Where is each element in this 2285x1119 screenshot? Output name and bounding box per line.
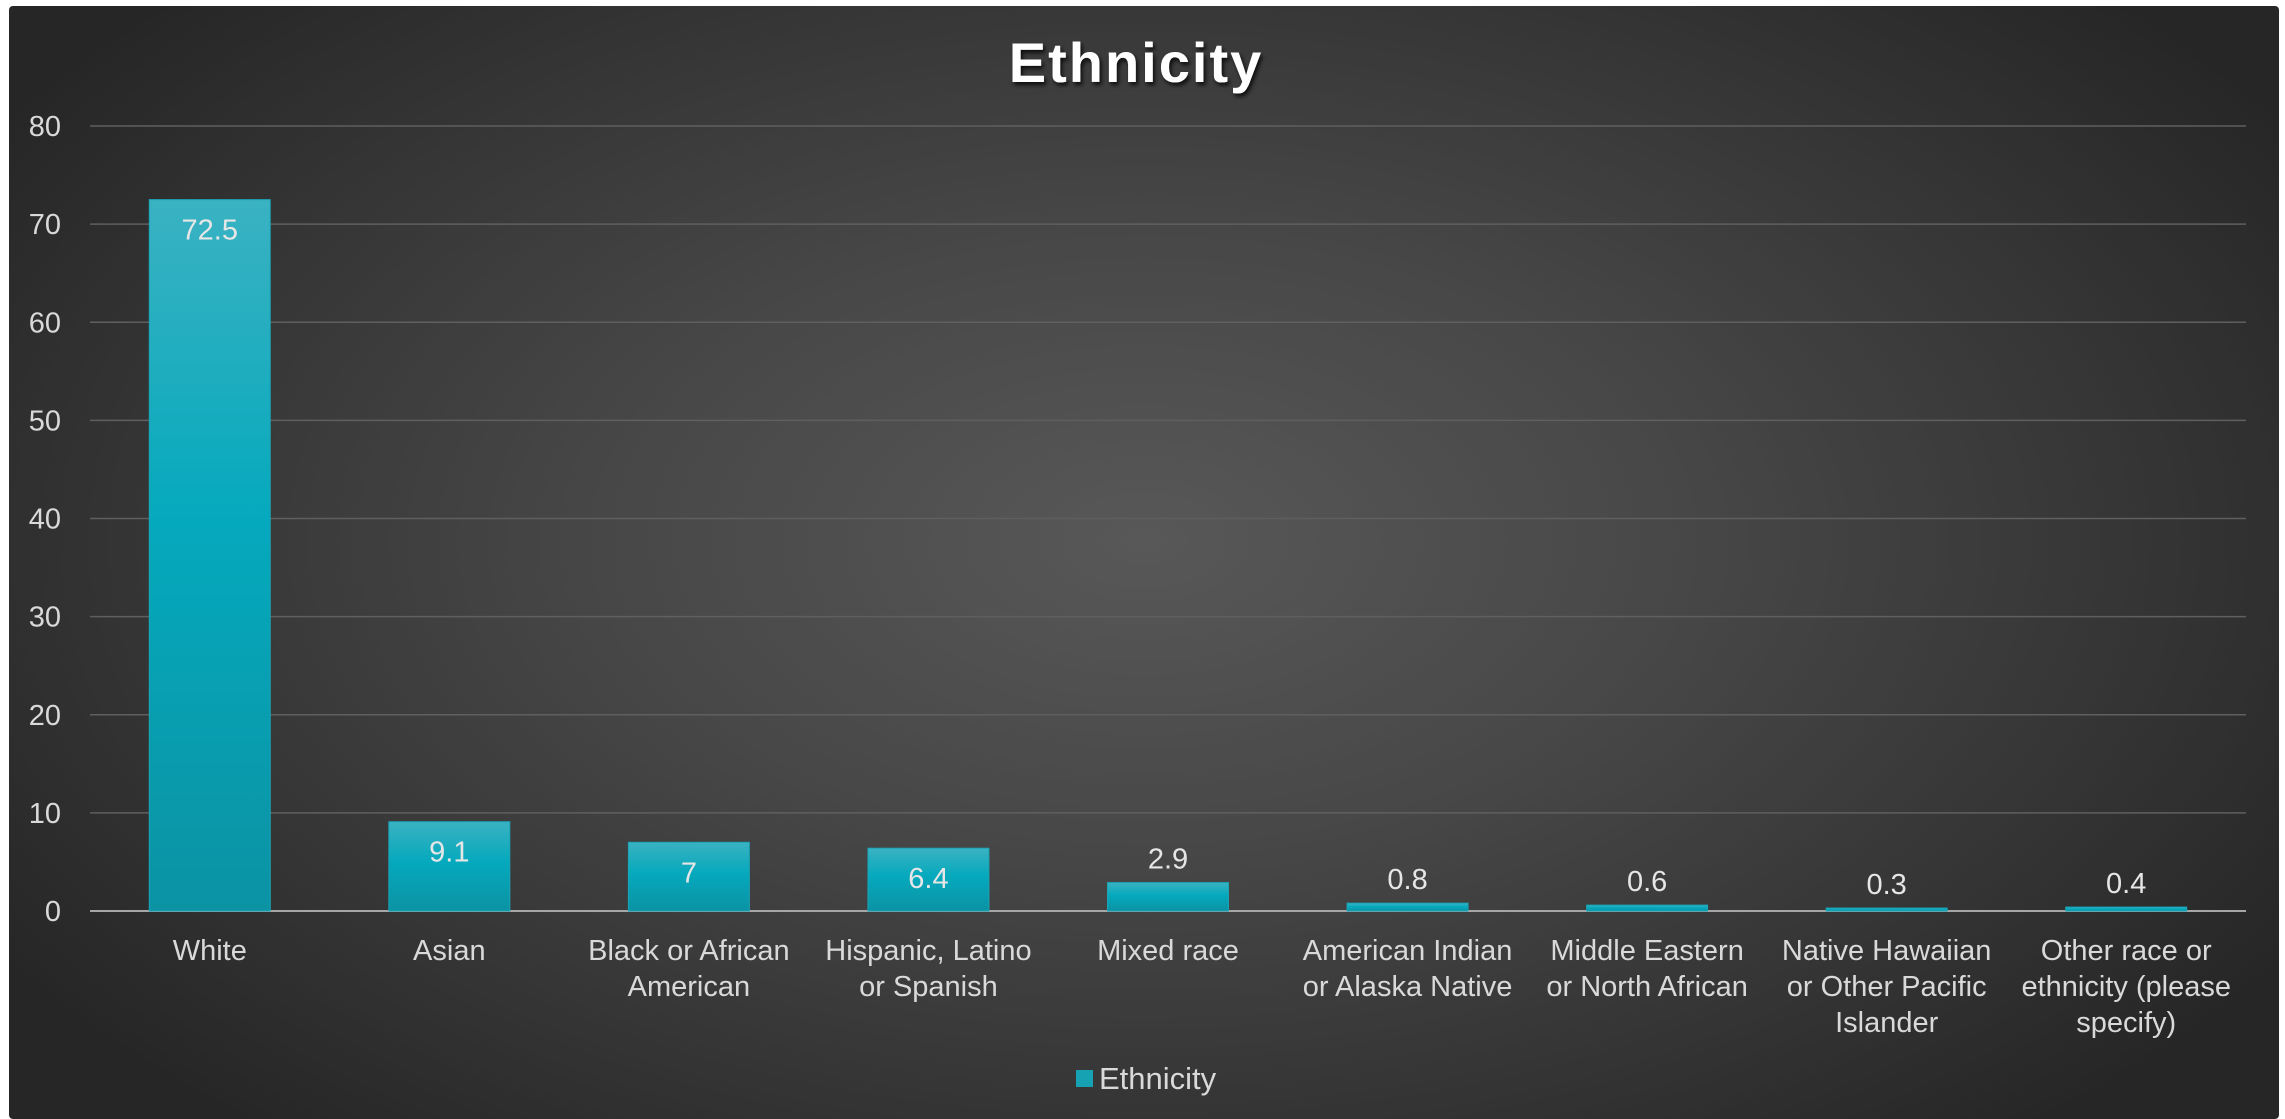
bar — [1586, 904, 1709, 912]
x-category-label: White — [173, 935, 247, 967]
y-tick-label: 70 — [29, 209, 61, 241]
bar — [388, 821, 511, 912]
chart-area: Ethnicity 0 10 20 30 40 50 60 70 80 72.5 9.1 7 6.4 2… — [9, 6, 2279, 1119]
data-label: 0.4 — [2106, 868, 2146, 900]
y-tick-label: 80 — [29, 111, 61, 143]
bars — [148, 199, 2188, 912]
data-label: 0.8 — [1387, 864, 1427, 896]
legend-swatch — [1076, 1070, 1093, 1087]
y-tick-label: 10 — [29, 798, 61, 830]
bar-chart: Ethnicity 0 10 20 30 40 50 60 70 80 72.5 9.1 7 6.4 2… — [29, 31, 2246, 1096]
data-label: 7 — [681, 857, 697, 889]
y-tick-label: 0 — [45, 896, 61, 928]
gridlines — [90, 125, 2246, 912]
bar — [867, 847, 990, 912]
y-tick-label: 40 — [29, 504, 61, 536]
data-labels: 72.5 9.1 7 6.4 2.9 0.8 0.6 0.3 0.4 — [182, 215, 2147, 901]
y-tick-label: 30 — [29, 602, 61, 634]
legend-label: Ethnicity — [1099, 1061, 1217, 1096]
x-category-label: Mixed race — [1097, 935, 1239, 967]
bar — [1825, 907, 1948, 912]
data-label: 2.9 — [1148, 844, 1188, 876]
chart-title: Ethnicity — [1009, 31, 1263, 94]
bar — [1107, 882, 1229, 912]
data-label: 0.6 — [1627, 866, 1667, 898]
x-category-label: Hispanic, Latino or Spanish — [825, 935, 1031, 1003]
bar — [1346, 902, 1469, 912]
x-axis-categories: White Asian Black or African American Hispan… — [173, 935, 2231, 1039]
y-tick-label: 50 — [29, 405, 61, 437]
x-category-label: Native Hawaiian or Other Pacific Islander — [1782, 935, 1992, 1039]
x-category-label: Middle Eastern or North African — [1546, 935, 1747, 1003]
y-tick-label: 60 — [29, 307, 61, 339]
x-category-label: Other race or ethnicity (please specify) — [2021, 935, 2231, 1039]
data-label: 9.1 — [429, 837, 469, 869]
bar — [627, 841, 750, 912]
bar — [148, 199, 271, 912]
data-label: 6.4 — [908, 863, 948, 895]
bar — [2065, 906, 2188, 912]
legend: Ethnicity — [1076, 1061, 1217, 1096]
x-category-label: Asian — [413, 935, 486, 967]
x-category-label: Black or African American — [588, 935, 789, 1003]
y-axis-ticks: 0 10 20 30 40 50 60 70 80 — [29, 111, 61, 928]
data-label: 72.5 — [182, 215, 238, 247]
data-label: 0.3 — [1867, 869, 1907, 901]
y-tick-label: 20 — [29, 700, 61, 732]
x-category-label: American Indian or Alaska Native — [1303, 935, 1513, 1003]
